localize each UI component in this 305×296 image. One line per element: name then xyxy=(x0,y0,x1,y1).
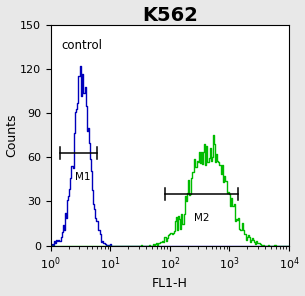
Text: control: control xyxy=(62,39,102,52)
Text: M2: M2 xyxy=(194,213,210,223)
X-axis label: FL1-H: FL1-H xyxy=(152,277,188,290)
Text: M1: M1 xyxy=(75,172,90,182)
Y-axis label: Counts: Counts xyxy=(5,113,19,157)
Title: K562: K562 xyxy=(142,6,198,25)
